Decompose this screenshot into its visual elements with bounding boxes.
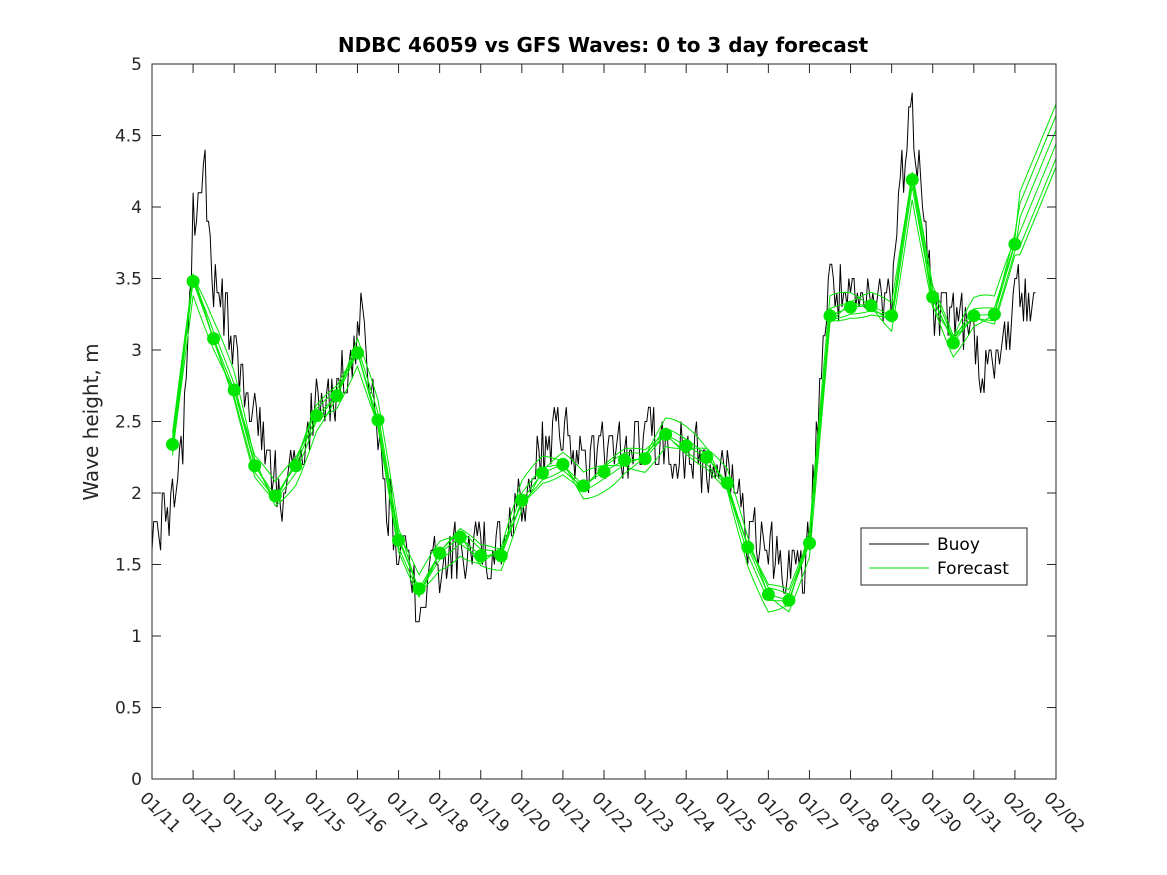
forecast-point (844, 300, 857, 314)
x-tick-label: 01/18 (423, 788, 472, 837)
forecast-point (186, 274, 200, 288)
forecast-point (351, 346, 364, 360)
x-tick-label: 01/25 (711, 788, 760, 837)
x-tick-label: 01/16 (341, 788, 390, 837)
forecast-point (618, 453, 631, 467)
x-tick-label: 01/14 (259, 788, 308, 837)
forecast-point (433, 546, 447, 560)
x-tick-label: 01/13 (218, 788, 267, 837)
x-tick-label: 01/12 (177, 788, 226, 837)
forecast-point (309, 409, 323, 423)
x-tick-label: 01/20 (505, 788, 554, 837)
forecast-point (679, 439, 693, 453)
forecast-series-line (172, 103, 1056, 613)
forecast-point (535, 466, 549, 480)
forecast-series-line (172, 129, 1056, 595)
forecast-point (166, 437, 179, 451)
forecast-point (638, 452, 652, 466)
forecast-point (967, 309, 981, 323)
x-tick-label: 01/15 (300, 788, 349, 837)
x-tick-label: 01/21 (546, 788, 595, 837)
forecast-markers (166, 173, 1022, 607)
y-tick-label: 0.5 (115, 699, 142, 719)
y-axis-label: Wave height, m (79, 343, 103, 500)
x-tick-label: 01/11 (135, 788, 184, 837)
x-tick-label: 01/29 (875, 788, 924, 837)
forecast-point (1008, 237, 1022, 251)
x-tick-label: 01/31 (957, 788, 1006, 837)
forecast-point (474, 549, 488, 563)
legend-buoy-label: Buoy (937, 535, 980, 555)
x-tick-label: 01/23 (629, 788, 678, 837)
forecast-point (453, 530, 467, 544)
forecast-point (268, 489, 282, 503)
forecast-point (987, 307, 1001, 321)
y-tick-label: 5 (131, 55, 142, 75)
y-tick-label: 3 (131, 341, 142, 361)
forecast-point (741, 540, 755, 554)
forecast-series-line (172, 166, 1056, 599)
y-tick-label: 0 (131, 770, 142, 790)
forecast-point (392, 533, 405, 547)
y-tick-label: 4 (131, 198, 142, 218)
x-tick-label: 01/27 (793, 788, 842, 837)
legend-forecast-label: Forecast (937, 559, 1009, 579)
chart-title: NDBC 46059 vs GFS Waves: 0 to 3 day fore… (338, 33, 869, 57)
forecast-point (761, 588, 775, 601)
forecast-point (289, 459, 303, 473)
forecast-point (371, 413, 385, 427)
y-tick-label: 2.5 (115, 413, 142, 433)
legend-box (860, 527, 1028, 586)
x-tick-label: 01/19 (464, 788, 513, 837)
x-tick-label: 01/22 (587, 788, 636, 837)
forecast-point (946, 336, 960, 350)
forecast-point (700, 450, 714, 464)
forecast-point (577, 479, 590, 493)
forecast-point (885, 309, 899, 323)
y-tick-label: 1 (131, 627, 142, 647)
forecast-point (248, 459, 262, 473)
x-tick-label: 01/28 (834, 788, 883, 837)
x-tick-label: 02/01 (998, 788, 1047, 837)
forecast-point (515, 493, 529, 507)
forecast-point (659, 427, 673, 441)
forecast-point (782, 593, 796, 607)
y-axis: 0 0.5 1 1.5 2 2.5 3 3.5 4 4.5 5 (115, 55, 1056, 790)
forecast-point (905, 173, 919, 187)
x-tick-label: 01/30 (916, 788, 965, 837)
forecast-point (823, 309, 837, 323)
x-tick-label: 01/26 (752, 788, 801, 837)
x-tick-label: 01/24 (670, 788, 719, 837)
forecast-point (330, 389, 344, 403)
forecast-point (412, 582, 426, 596)
x-tick-label: 01/17 (382, 788, 431, 837)
forecast-point (720, 476, 734, 490)
forecast-point (556, 457, 570, 471)
x-tick-label: 02/02 (1039, 788, 1088, 837)
forecast-point (803, 536, 816, 550)
legend: Buoy Forecast (860, 527, 1028, 586)
y-tick-label: 3.5 (115, 270, 142, 290)
forecast-point (597, 465, 611, 479)
forecast-point (494, 549, 508, 563)
x-axis: 01/1101/1201/1301/1401/1501/1601/1701/18… (135, 64, 1088, 837)
forecast-point (926, 290, 940, 304)
forecast-point (207, 332, 221, 346)
forecast-point (864, 299, 878, 313)
y-tick-label: 4.5 (115, 127, 142, 147)
y-tick-label: 1.5 (115, 556, 142, 576)
forecast-point (227, 383, 241, 397)
y-tick-label: 2 (131, 484, 142, 504)
